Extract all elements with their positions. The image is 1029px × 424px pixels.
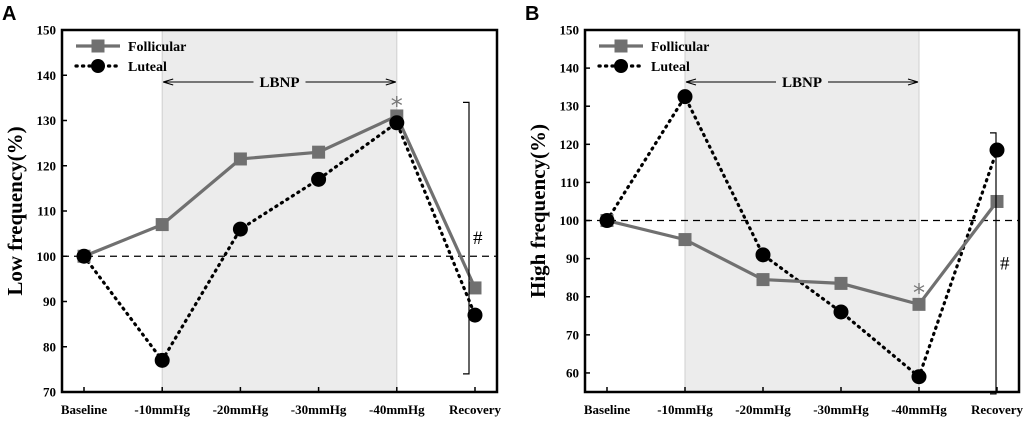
follicular-point-3 [834, 276, 848, 290]
lbnp-arrow-left-head [163, 78, 174, 86]
chart-panel-a: LBNP # * 70 80 90 100 110 120 130 140 150 Baseline -1… [3, 23, 501, 418]
y-tick-label-100: 100 [560, 213, 580, 228]
chart-panel-b: LBNP # * 60 70 80 90 100 110 120 130 140 150 Baseline… [526, 23, 1023, 418]
x-tick-label-2: -20mmHg [735, 402, 791, 417]
significance-bracket [463, 101, 470, 375]
x-tick-label-4: -40mmHg [369, 402, 425, 417]
luteal-point-2 [232, 221, 248, 237]
y-tick-label-90: 90 [566, 251, 579, 266]
x-tick-label-0: Baseline [61, 402, 107, 417]
lbnp-label: LBNP [782, 75, 822, 91]
x-tick-label-5: Recovery [449, 402, 501, 417]
y-tick-label-100: 100 [37, 249, 57, 264]
legend-luteal-marker [614, 59, 628, 73]
significance-bracket [990, 132, 997, 395]
panel-letter-a: A [2, 3, 16, 25]
panel-letter-b: B [525, 3, 539, 25]
follicular-point-4 [912, 297, 926, 311]
follicular-point-2 [233, 152, 247, 166]
luteal-point-4 [911, 369, 927, 385]
lbnp-arrow-right-head [385, 78, 396, 86]
x-tick-label-4: -40mmHg [891, 402, 947, 417]
x-tick-label-1: -10mmHg [657, 402, 713, 417]
follicular-point-5 [468, 281, 482, 295]
luteal-point-2 [755, 247, 771, 263]
follicular-point-5 [990, 194, 1004, 208]
y-tick-label-140: 140 [560, 61, 580, 76]
y-axis-label: High frequency(%) [526, 124, 550, 298]
y-tick-label-70: 70 [566, 327, 579, 342]
y-tick-label-90: 90 [43, 294, 56, 309]
x-tick-label-5: Recovery [971, 402, 1023, 417]
lbnp-label-bg [253, 72, 306, 92]
legend-luteal-label: Luteal [651, 60, 690, 75]
y-tick-label-110: 110 [560, 175, 579, 190]
luteal-point-0 [599, 213, 615, 229]
legend-luteal-marker [91, 59, 105, 73]
y-tick-label-140: 140 [37, 68, 57, 83]
follicular-point-1 [678, 233, 692, 247]
y-axis-label: Low frequency(%) [3, 126, 27, 295]
y-tick-label-120: 120 [560, 137, 580, 152]
y-tick-label-80: 80 [43, 339, 56, 354]
lbnp-label: LBNP [259, 75, 299, 91]
plot-frame [583, 28, 1021, 394]
legend-follicular-label: Follicular [128, 40, 186, 55]
y-tick-label-150: 150 [560, 23, 580, 38]
follicular-series-line [606, 200, 999, 307]
y-tick-label-60: 60 [566, 365, 579, 380]
follicular-point-2 [756, 273, 770, 287]
luteal-point-1 [677, 89, 693, 105]
luteal-point-5 [467, 307, 483, 323]
luteal-series-line [605, 93, 999, 380]
y-tick-label-80: 80 [566, 289, 579, 304]
y-tick-label-150: 150 [37, 23, 57, 38]
x-tick-label-2: -20mmHg [213, 402, 269, 417]
significance-hash: # [473, 228, 483, 249]
legend-follicular-marker [614, 39, 628, 53]
x-tick-label-3: -30mmHg [291, 402, 347, 417]
y-tick-label-120: 120 [37, 158, 57, 173]
x-tick-label-0: Baseline [584, 402, 630, 417]
legend-follicular-marker [91, 39, 105, 53]
y-tick-label-70: 70 [43, 385, 56, 400]
follicular-point-3 [312, 145, 326, 159]
luteal-point-5 [989, 142, 1005, 158]
follicular-point-1 [155, 218, 169, 232]
y-tick-label-110: 110 [37, 204, 56, 219]
y-tick-label-130: 130 [560, 99, 580, 114]
luteal-series-line [82, 120, 477, 364]
luteal-point-0 [76, 248, 92, 264]
legend-luteal-label: Luteal [128, 60, 167, 75]
follicular-series-line [83, 113, 477, 289]
lbnp-label-bg [776, 72, 828, 92]
significance-star: * [391, 92, 403, 120]
lbnp-arrow-left-head [685, 78, 697, 86]
legend-follicular-label: Follicular [651, 40, 709, 55]
y-tick-label-130: 130 [37, 113, 57, 128]
x-tick-label-3: -30mmHg [813, 402, 869, 417]
significance-hash: # [1000, 253, 1010, 274]
significance-star: * [913, 279, 925, 307]
luteal-point-3 [311, 171, 327, 187]
luteal-point-3 [833, 304, 849, 320]
luteal-point-1 [154, 352, 170, 368]
x-tick-label-1: -10mmHg [134, 402, 190, 417]
lbnp-arrow-right-head [907, 78, 919, 86]
luteal-point-4 [389, 115, 405, 131]
